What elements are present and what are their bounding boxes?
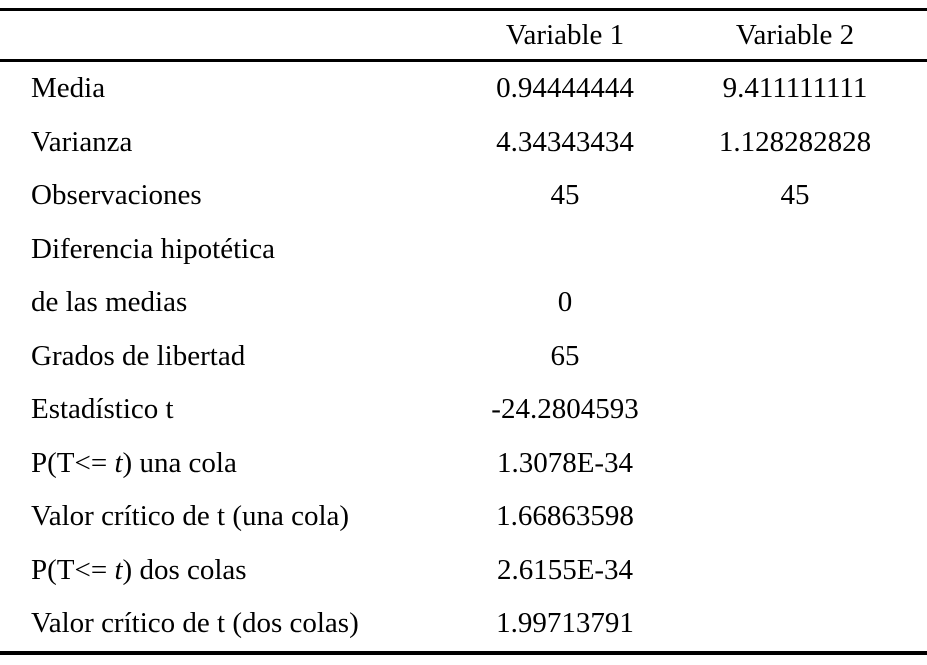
table-row-diferencia-hipotetica: Diferencia hipotética (0, 223, 927, 277)
row-label: Varianza (0, 126, 450, 159)
row-value-variable1: 0 (557, 286, 573, 319)
row-label-suffix: ) una cola (122, 446, 237, 479)
table-top-rule (0, 8, 927, 11)
row-label: Diferencia hipotética (0, 233, 450, 266)
table-row-varianza: Varianza 4.34343434 1.128282828 (0, 116, 927, 170)
row-label-italic: t (114, 553, 123, 586)
table-row-observaciones: Observaciones 45 45 (0, 169, 927, 223)
table-row-p-una-cola: P(T<= t) una cola 1.3078E-34 (0, 437, 927, 491)
row-value-variable1: 0.94444444 (496, 72, 634, 105)
header-variable1: Variable 1 (505, 18, 625, 51)
row-label-text: P(T<= (31, 446, 115, 479)
row-label-text: Estadístico t (31, 393, 174, 426)
row-label-text: de las medias (31, 286, 188, 319)
row-label: Valor crítico de t (una cola) (0, 500, 450, 533)
row-label-text: Media (31, 72, 106, 105)
table-row-de-las-medias: de las medias 0 (0, 276, 927, 330)
row-value-variable1: 65 (550, 339, 580, 372)
table-row-media: Media 0.94444444 9.411111111 (0, 62, 927, 116)
row-value-variable1: 4.34343434 (496, 125, 634, 158)
row-value-variable1: 45 (550, 179, 580, 212)
row-value-variable1: 1.3078E-34 (496, 446, 634, 479)
table-row-grados-de-libertad: Grados de libertad 65 (0, 330, 927, 384)
row-value-variable2: 45 (780, 179, 810, 212)
row-label: Valor crítico de t (dos colas) (0, 607, 450, 640)
row-label: Media (0, 72, 450, 105)
table-row-p-dos-colas: P(T<= t) dos colas 2.6155E-34 (0, 544, 927, 598)
row-label-text: P(T<= (31, 553, 115, 586)
row-label: Grados de libertad (0, 340, 450, 373)
row-label-text: Grados de libertad (31, 339, 246, 372)
row-value-variable1: 2.6155E-34 (496, 553, 634, 586)
row-label-text: Valor crítico de t (dos colas) (31, 607, 359, 640)
row-label: Estadístico t (0, 393, 450, 426)
ttest-results-table: Variable 1 Variable 2 Media 0.94444444 9… (0, 8, 927, 655)
row-value-variable1: 1.99713791 (496, 607, 634, 640)
header-variable2: Variable 2 (735, 18, 855, 51)
row-label-text: Valor crítico de t (una cola) (31, 500, 350, 533)
table-row-estadistico-t: Estadístico t -24.2804593 (0, 383, 927, 437)
row-value-variable1: -24.2804593 (491, 393, 639, 426)
row-label-suffix: ) dos colas (122, 553, 247, 586)
table-bottom-rule (0, 650, 927, 655)
row-label-text: Diferencia hipotética (31, 232, 275, 265)
table-header-rule (0, 59, 927, 62)
row-label: de las medias (0, 286, 450, 319)
row-label-italic: t (114, 446, 123, 479)
table-header-row: Variable 1 Variable 2 (0, 11, 927, 59)
row-value-variable2: 9.411111111 (722, 72, 868, 105)
row-value-variable1: 1.66863598 (496, 500, 634, 533)
row-label: P(T<= t) una cola (0, 447, 450, 480)
row-label-text: Observaciones (31, 179, 202, 212)
table-row-valor-critico-dos-colas: Valor crítico de t (dos colas) 1.9971379… (0, 597, 927, 651)
row-label: Observaciones (0, 179, 450, 212)
row-label-text: Varianza (31, 125, 133, 158)
table-row-valor-critico-una-cola: Valor crítico de t (una cola) 1.66863598 (0, 490, 927, 544)
row-value-variable2: 1.128282828 (718, 125, 872, 158)
row-label: P(T<= t) dos colas (0, 554, 450, 587)
